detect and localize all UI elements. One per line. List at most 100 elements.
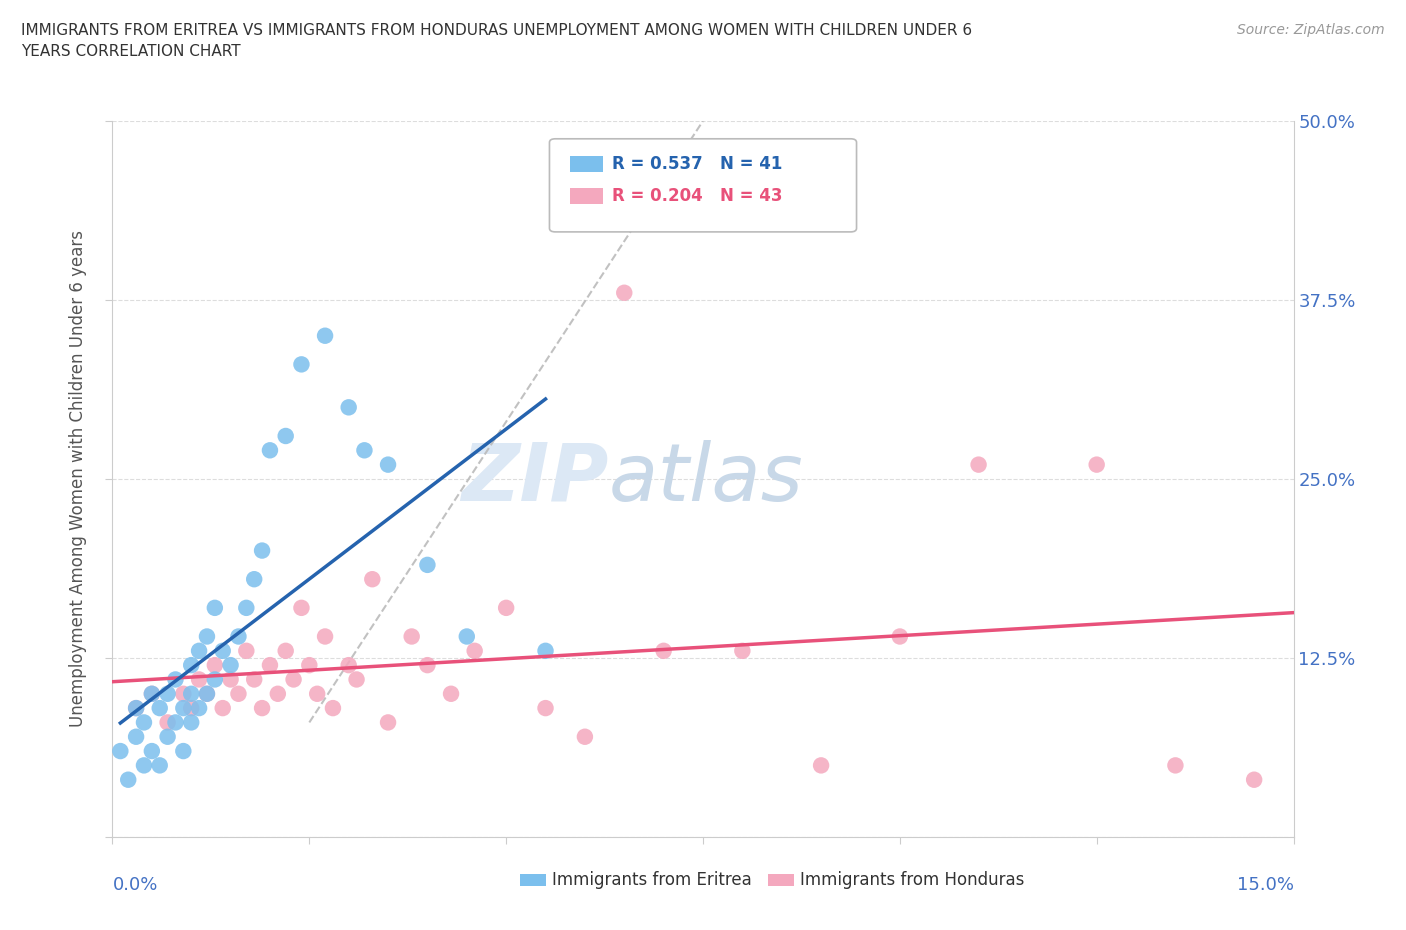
Text: R = 0.537   N = 41: R = 0.537 N = 41 [612, 155, 782, 173]
Point [574, 729, 596, 744]
Text: Source: ZipAtlas.com: Source: ZipAtlas.com [1237, 23, 1385, 37]
Bar [520, 873, 546, 886]
Point [267, 686, 290, 701]
Point [440, 686, 463, 701]
Point [219, 658, 242, 672]
Bar [768, 873, 794, 886]
Point [1243, 772, 1265, 787]
Point [180, 715, 202, 730]
Point [377, 715, 399, 730]
Point [534, 644, 557, 658]
Point [195, 686, 218, 701]
Point [141, 744, 163, 759]
Point [211, 644, 233, 658]
Bar [569, 156, 603, 172]
Point [156, 686, 179, 701]
Point [613, 286, 636, 300]
Point [110, 744, 132, 759]
Point [125, 700, 148, 715]
Point [416, 658, 439, 672]
Point [125, 700, 148, 715]
Point [188, 644, 211, 658]
Bar [569, 188, 603, 204]
Point [337, 400, 360, 415]
Point [243, 572, 266, 587]
Point [165, 715, 187, 730]
Point [156, 715, 179, 730]
Point [195, 686, 218, 701]
Point [211, 700, 233, 715]
Point [172, 700, 194, 715]
Text: 0.0%: 0.0% [112, 876, 157, 895]
Point [149, 700, 172, 715]
Point [346, 672, 368, 687]
Point [274, 429, 297, 444]
Point [125, 729, 148, 744]
Point [117, 772, 139, 787]
Point [290, 357, 312, 372]
Point [141, 686, 163, 701]
Text: Immigrants from Eritrea: Immigrants from Eritrea [551, 871, 752, 889]
Point [180, 686, 202, 701]
Point [188, 700, 211, 715]
Point [353, 443, 375, 458]
Point [967, 458, 990, 472]
Point [361, 572, 384, 587]
Text: IMMIGRANTS FROM ERITREA VS IMMIGRANTS FROM HONDURAS UNEMPLOYMENT AMONG WOMEN WIT: IMMIGRANTS FROM ERITREA VS IMMIGRANTS FR… [21, 23, 972, 60]
Point [1164, 758, 1187, 773]
Point [235, 601, 257, 616]
Point [172, 686, 194, 701]
Point [495, 601, 517, 616]
Point [298, 658, 321, 672]
Point [259, 443, 281, 458]
Point [243, 672, 266, 687]
Point [204, 601, 226, 616]
Text: 15.0%: 15.0% [1236, 876, 1294, 895]
Point [235, 644, 257, 658]
FancyBboxPatch shape [550, 139, 856, 232]
Point [250, 543, 273, 558]
Point [204, 658, 226, 672]
Point [228, 686, 250, 701]
Point [314, 629, 336, 644]
Point [156, 729, 179, 744]
Point [250, 700, 273, 715]
Point [180, 700, 202, 715]
Point [180, 658, 202, 672]
Point [149, 758, 172, 773]
Point [204, 672, 226, 687]
Point [534, 700, 557, 715]
Point [731, 644, 754, 658]
Point [377, 458, 399, 472]
Point [274, 644, 297, 658]
Point [416, 557, 439, 572]
Point [464, 644, 486, 658]
Point [219, 672, 242, 687]
Point [652, 644, 675, 658]
Text: ZIP: ZIP [461, 440, 609, 518]
Point [283, 672, 305, 687]
Point [259, 658, 281, 672]
Point [290, 601, 312, 616]
Point [810, 758, 832, 773]
Point [456, 629, 478, 644]
Point [132, 758, 155, 773]
Point [322, 700, 344, 715]
Point [141, 686, 163, 701]
Point [188, 672, 211, 687]
Point [337, 658, 360, 672]
Point [172, 744, 194, 759]
Point [228, 629, 250, 644]
Text: atlas: atlas [609, 440, 803, 518]
Y-axis label: Unemployment Among Women with Children Under 6 years: Unemployment Among Women with Children U… [69, 231, 87, 727]
Point [307, 686, 329, 701]
Point [165, 672, 187, 687]
Text: R = 0.204   N = 43: R = 0.204 N = 43 [612, 187, 783, 206]
Point [314, 328, 336, 343]
Point [889, 629, 911, 644]
Point [401, 629, 423, 644]
Point [1085, 458, 1108, 472]
Text: Immigrants from Honduras: Immigrants from Honduras [800, 871, 1024, 889]
Point [195, 629, 218, 644]
Point [132, 715, 155, 730]
